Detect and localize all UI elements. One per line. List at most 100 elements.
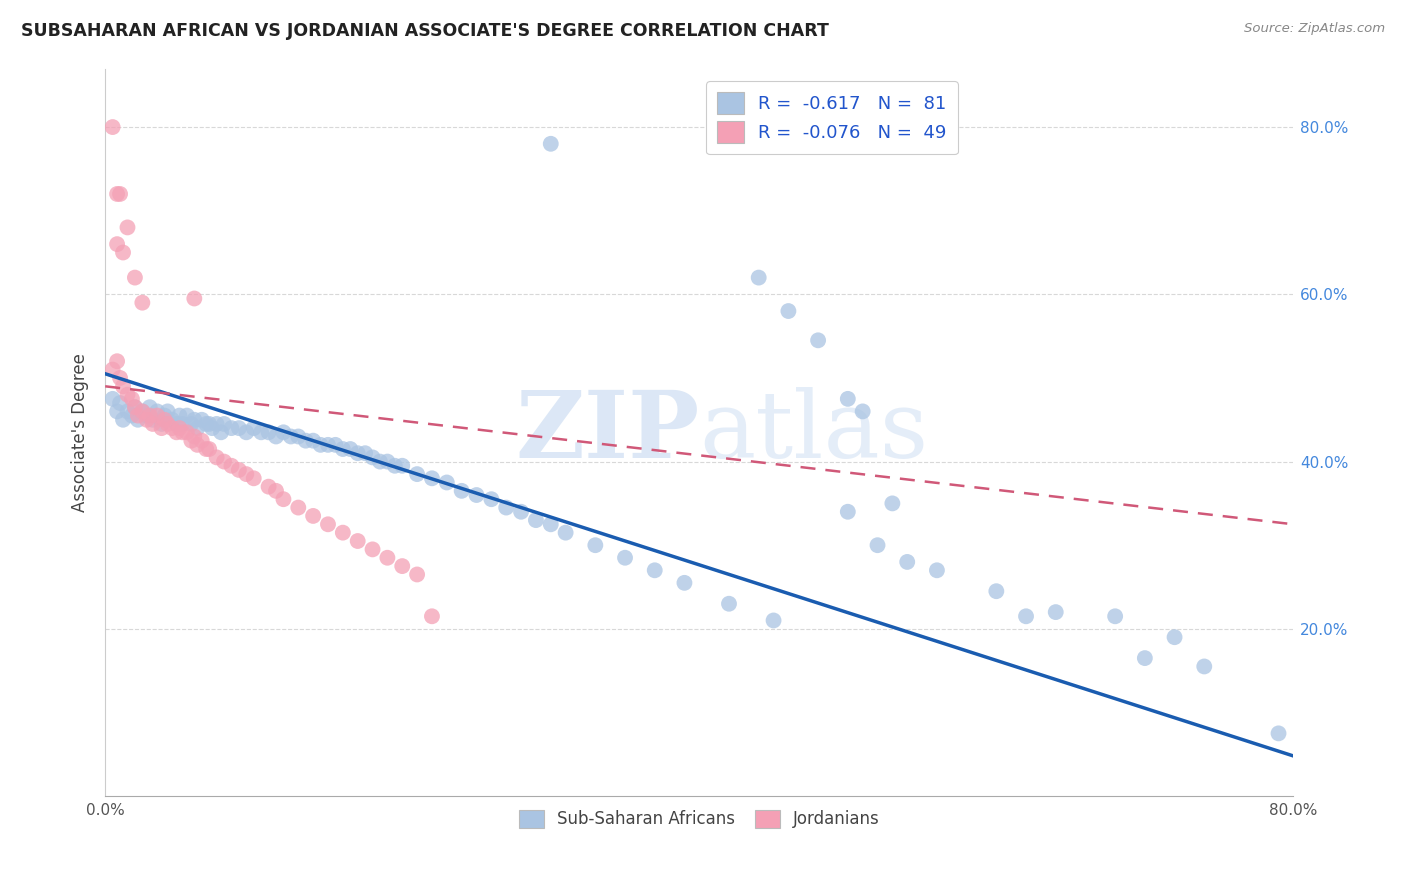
Point: [190, 413, 212, 427]
Point: [257, 425, 280, 440]
Point: [153, 409, 176, 423]
Legend: Sub-Saharan Africans, Jordanians: Sub-Saharan Africans, Jordanians: [512, 803, 887, 835]
Point: [124, 401, 146, 415]
Point: [354, 446, 377, 460]
Point: [186, 421, 208, 435]
Point: [242, 421, 264, 435]
Point: [264, 483, 287, 498]
Point: [117, 404, 139, 418]
Point: [101, 392, 124, 406]
Text: SUBSAHARAN AFRICAN VS JORDANIAN ASSOCIATE'S DEGREE CORRELATION CHART: SUBSAHARAN AFRICAN VS JORDANIAN ASSOCIAT…: [21, 22, 830, 40]
Point: [121, 392, 143, 406]
Point: [142, 413, 165, 427]
Point: [540, 517, 562, 532]
Point: [986, 584, 1008, 599]
Point: [101, 362, 124, 376]
Point: [510, 505, 533, 519]
Point: [169, 409, 191, 423]
Point: [160, 413, 183, 427]
Text: atlas: atlas: [699, 387, 928, 477]
Point: [183, 413, 205, 427]
Point: [150, 421, 173, 435]
Point: [169, 421, 191, 435]
Point: [250, 425, 273, 440]
Point: [112, 245, 135, 260]
Point: [925, 563, 948, 577]
Point: [131, 404, 153, 418]
Point: [287, 500, 309, 515]
Point: [124, 401, 146, 415]
Point: [146, 409, 169, 423]
Point: [180, 417, 202, 431]
Point: [1104, 609, 1126, 624]
Point: [257, 480, 280, 494]
Point: [105, 404, 128, 418]
Point: [717, 597, 740, 611]
Point: [302, 434, 325, 448]
Point: [142, 417, 165, 431]
Point: [540, 136, 562, 151]
Point: [302, 508, 325, 523]
Point: [391, 559, 413, 574]
Point: [368, 454, 391, 468]
Point: [377, 454, 399, 468]
Point: [127, 413, 149, 427]
Point: [212, 454, 235, 468]
Point: [866, 538, 889, 552]
Point: [195, 442, 218, 456]
Point: [150, 417, 173, 431]
Point: [135, 413, 157, 427]
Point: [294, 434, 316, 448]
Point: [172, 417, 194, 431]
Point: [748, 270, 770, 285]
Point: [153, 413, 176, 427]
Point: [1133, 651, 1156, 665]
Point: [361, 450, 384, 465]
Point: [108, 396, 131, 410]
Point: [195, 417, 218, 431]
Point: [221, 458, 243, 473]
Text: Source: ZipAtlas.com: Source: ZipAtlas.com: [1244, 22, 1385, 36]
Point: [346, 534, 368, 549]
Point: [160, 421, 183, 435]
Point: [242, 471, 264, 485]
Point: [524, 513, 547, 527]
Point: [896, 555, 918, 569]
Point: [450, 483, 472, 498]
Point: [235, 425, 257, 440]
Point: [762, 614, 785, 628]
Point: [101, 120, 124, 134]
Point: [644, 563, 666, 577]
Point: [198, 442, 221, 456]
Point: [837, 505, 859, 519]
Point: [172, 425, 194, 440]
Point: [273, 492, 295, 507]
Point: [105, 186, 128, 201]
Point: [176, 409, 198, 423]
Point: [108, 371, 131, 385]
Point: [221, 421, 243, 435]
Point: [280, 429, 302, 443]
Point: [146, 404, 169, 418]
Point: [209, 425, 232, 440]
Point: [391, 458, 413, 473]
Point: [212, 417, 235, 431]
Point: [807, 334, 830, 348]
Point: [346, 446, 368, 460]
Point: [420, 471, 443, 485]
Point: [108, 186, 131, 201]
Point: [673, 575, 696, 590]
Point: [273, 425, 295, 440]
Point: [614, 550, 637, 565]
Point: [837, 392, 859, 406]
Point: [190, 434, 212, 448]
Point: [127, 409, 149, 423]
Point: [495, 500, 517, 515]
Point: [235, 467, 257, 482]
Point: [131, 404, 153, 418]
Point: [117, 387, 139, 401]
Point: [882, 496, 904, 510]
Point: [778, 304, 800, 318]
Y-axis label: Associate's Degree: Associate's Degree: [72, 353, 89, 512]
Point: [135, 409, 157, 423]
